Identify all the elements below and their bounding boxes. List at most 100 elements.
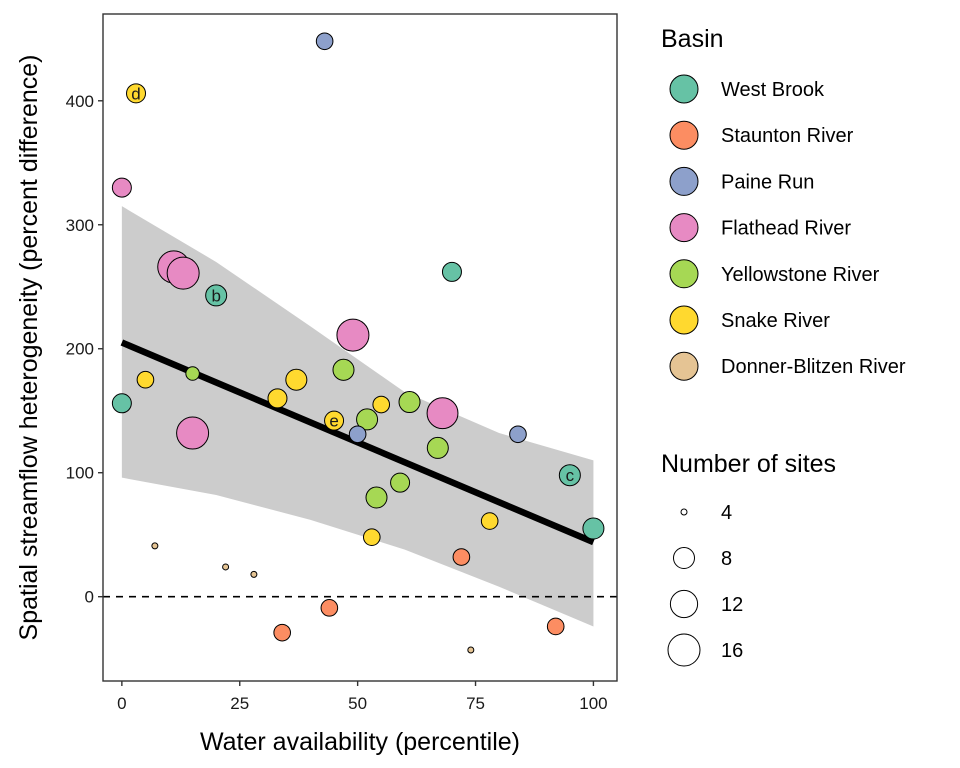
data-point-marker	[426, 397, 459, 430]
points-layer: d b e c	[111, 32, 605, 654]
legend-label: Paine Run	[721, 171, 814, 193]
basin-legend-item: West Brook	[669, 74, 825, 104]
data-point-marker	[222, 563, 230, 571]
basin-legend-item: Paine Run	[669, 166, 814, 196]
data-point	[267, 388, 288, 409]
y-axis-title: Spatial streamflow heterogeneity (percen…	[15, 55, 43, 641]
data-point: e	[324, 410, 345, 431]
data-point-marker	[315, 32, 334, 51]
data-point-marker	[267, 388, 288, 409]
data-point	[509, 425, 527, 444]
data-point	[315, 32, 334, 51]
data-point-marker	[467, 646, 475, 654]
legend-swatch	[669, 74, 699, 104]
x-tick-label: 50	[348, 694, 367, 713]
y-tick-label: 200	[66, 340, 94, 359]
size-legend-label: 16	[721, 640, 743, 662]
size-legend-item: 8	[672, 546, 732, 570]
data-point-marker	[356, 408, 379, 431]
data-point: c	[558, 464, 581, 487]
sites-legend: Number of sites 4 8 12 16	[661, 450, 836, 667]
data-point-marker	[362, 528, 381, 546]
data-point: b	[205, 284, 228, 307]
y-tick-label: 300	[66, 216, 94, 235]
data-point: d	[126, 83, 147, 104]
data-point-marker	[111, 393, 132, 414]
size-legend-swatch	[669, 589, 699, 619]
data-point	[426, 397, 459, 430]
data-point	[285, 368, 308, 391]
size-legend-item: 4	[680, 502, 732, 524]
y-tick-label: 0	[85, 588, 94, 607]
size-legend-item: 16	[667, 633, 743, 667]
size-legend-swatch	[672, 546, 696, 570]
x-axis-title: Water availability (percentile)	[200, 728, 520, 756]
data-point-marker	[365, 486, 388, 509]
legend-swatch	[669, 120, 699, 150]
y-axis: 0 100 200 300 400	[66, 92, 103, 607]
x-tick-label: 100	[579, 694, 607, 713]
data-point-marker	[546, 617, 565, 636]
legend-label: Flathead River	[721, 218, 851, 240]
basin-legend-item: Snake River	[669, 305, 830, 335]
size-legend-swatch	[680, 508, 688, 516]
data-point-marker	[558, 464, 581, 487]
data-point	[362, 528, 381, 546]
data-point-marker	[176, 416, 210, 450]
size-legend-label: 8	[721, 548, 732, 570]
basin-legend-item: Donner-Blitzen River	[669, 351, 906, 381]
data-point	[151, 542, 159, 550]
basin-legend-item: Flathead River	[669, 213, 851, 243]
size-legend-item: 12	[669, 589, 743, 619]
legend-swatch	[669, 213, 699, 243]
data-point	[336, 318, 370, 352]
size-legend-label: 12	[721, 594, 743, 616]
basin-legend-item: Yellowstone River	[669, 259, 880, 289]
data-point-marker	[185, 366, 200, 381]
legend-label: West Brook	[721, 79, 825, 101]
basin-legend: Basin West Brook Staunton River Paine Run F…	[661, 25, 906, 381]
data-point	[250, 570, 258, 578]
legend-swatch	[669, 305, 699, 335]
data-point	[273, 623, 291, 642]
data-point	[426, 436, 449, 459]
data-point-marker	[398, 391, 421, 414]
sites-legend-title: Number of sites	[661, 450, 836, 478]
data-point	[222, 563, 230, 571]
legend-label: Snake River	[721, 310, 830, 332]
data-point	[111, 393, 132, 414]
plot-panel-border	[102, 13, 618, 682]
data-point-marker	[480, 512, 499, 530]
x-tick-label: 25	[230, 694, 249, 713]
data-point	[467, 646, 475, 654]
legend-label: Yellowstone River	[721, 264, 880, 286]
data-point	[356, 408, 379, 431]
data-point	[111, 177, 132, 198]
data-point-marker	[324, 410, 345, 431]
x-axis: 0 25 50 75 100	[117, 681, 608, 713]
data-point	[185, 366, 200, 381]
data-point	[582, 517, 605, 540]
data-point-label: b	[211, 286, 220, 305]
legend-swatch	[669, 166, 699, 196]
size-legend-label: 4	[721, 502, 732, 524]
data-point	[176, 416, 210, 450]
data-point-marker	[372, 395, 391, 414]
legend-label: Donner-Blitzen River	[721, 356, 906, 378]
legend-swatch	[669, 351, 699, 381]
data-point-marker	[441, 261, 462, 282]
y-tick-label: 100	[66, 464, 94, 483]
x-tick-label: 0	[117, 694, 126, 713]
data-point-marker	[320, 599, 339, 617]
data-point	[372, 395, 391, 414]
data-point-marker	[285, 368, 308, 391]
x-tick-label: 75	[466, 694, 485, 713]
data-point-marker	[166, 256, 200, 290]
data-point	[365, 486, 388, 509]
data-point-marker	[205, 284, 228, 307]
data-point	[320, 599, 339, 617]
data-point-label: c	[566, 466, 575, 485]
data-point	[480, 512, 499, 530]
data-point-marker	[390, 472, 411, 493]
